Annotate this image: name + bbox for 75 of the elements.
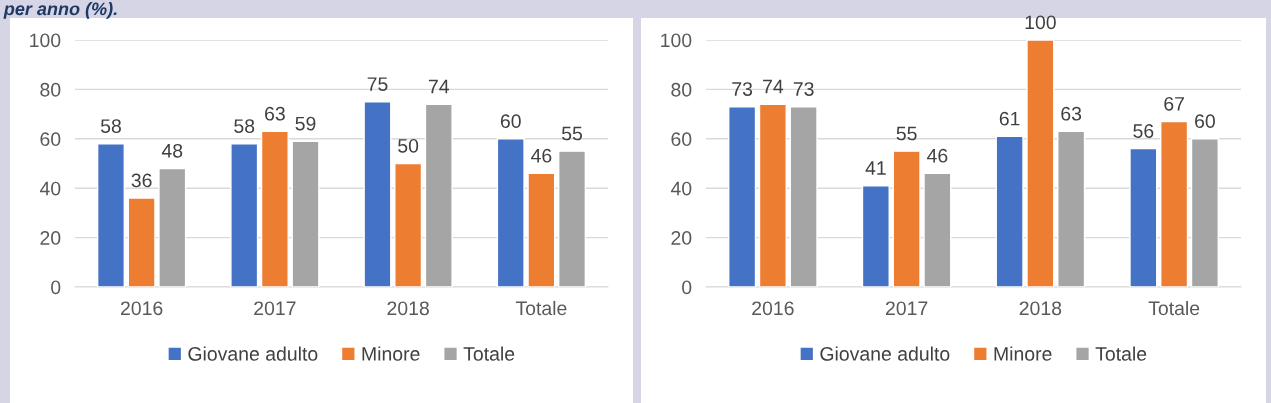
data-label: 74 (763, 79, 784, 94)
bar (1129, 147, 1158, 287)
y-tick-label: 80 (671, 82, 692, 97)
data-label: 100 (1025, 15, 1056, 30)
bar (424, 103, 453, 287)
bar (260, 130, 289, 287)
y-tick-label: 40 (670, 181, 692, 196)
y-tick-label: 100 (661, 33, 692, 48)
bar (96, 143, 125, 287)
x-tick-label: 2018 (387, 301, 429, 316)
y-tick-label: 40 (39, 181, 61, 196)
data-label: 61 (999, 111, 1020, 126)
x-tick-label: 2018 (1019, 301, 1062, 316)
data-label: 60 (1195, 114, 1215, 129)
chart-title: per anno (%). (3, 2, 117, 19)
data-label: 58 (100, 119, 121, 133)
x-tick-label: 2016 (752, 301, 794, 316)
bar (789, 105, 818, 287)
y-tick-label: 60 (671, 132, 692, 147)
x-tick-label: 2017 (254, 301, 296, 316)
x-tick-label: Totale (515, 300, 567, 316)
data-label: 67 (1164, 96, 1184, 111)
legend-label: Totale (463, 346, 515, 361)
y-tick-label: 0 (51, 280, 61, 295)
data-label: 59 (295, 116, 316, 131)
y-tick-label: 100 (30, 33, 61, 48)
bar (394, 162, 423, 287)
bar (1026, 40, 1055, 287)
data-label: 56 (1133, 124, 1154, 138)
data-label: 50 (398, 138, 419, 153)
legend-label: Totale (1095, 346, 1147, 361)
data-label: 73 (793, 82, 814, 96)
data-label: 41 (865, 161, 886, 175)
data-label: 74 (428, 79, 450, 94)
data-label: 55 (561, 126, 583, 141)
data-label: 55 (896, 126, 917, 141)
bar (363, 101, 392, 287)
y-tick-label: 0 (682, 280, 692, 295)
bar (995, 135, 1024, 287)
legend-label: Minore (994, 346, 1052, 361)
bar (1190, 138, 1219, 287)
data-label: 46 (531, 148, 552, 163)
bar (923, 172, 952, 287)
data-label: 46 (927, 148, 948, 163)
legend-label: Minore (362, 346, 420, 361)
bar (892, 150, 921, 287)
data-label: 73 (732, 82, 753, 96)
data-label: 36 (131, 173, 152, 188)
bar (1057, 130, 1086, 287)
bar (861, 185, 890, 287)
x-tick-label: 2017 (885, 301, 928, 316)
y-tick-label: 60 (40, 132, 61, 147)
bar (758, 103, 787, 287)
data-label: 75 (367, 77, 388, 91)
data-label: 60 (500, 114, 521, 129)
legend-label: Giovane adulto (188, 346, 318, 361)
bar (291, 140, 320, 287)
y-tick-label: 20 (40, 231, 61, 245)
x-tick-label: 2016 (120, 301, 163, 316)
bar (496, 138, 525, 287)
y-tick-label: 20 (671, 231, 692, 245)
bar (1160, 120, 1189, 287)
bar (728, 105, 757, 287)
bar (527, 172, 556, 287)
data-label: 63 (1061, 106, 1082, 121)
bar (127, 197, 156, 287)
x-tick-label: Totale (1148, 300, 1200, 316)
data-label: 58 (234, 119, 255, 133)
legend-label: Giovane adulto (820, 346, 950, 361)
bar (558, 150, 587, 287)
bar (230, 143, 259, 287)
data-label: 63 (265, 106, 285, 121)
y-tick-label: 80 (40, 82, 61, 97)
data-label: 48 (161, 143, 183, 158)
bar (158, 167, 187, 287)
